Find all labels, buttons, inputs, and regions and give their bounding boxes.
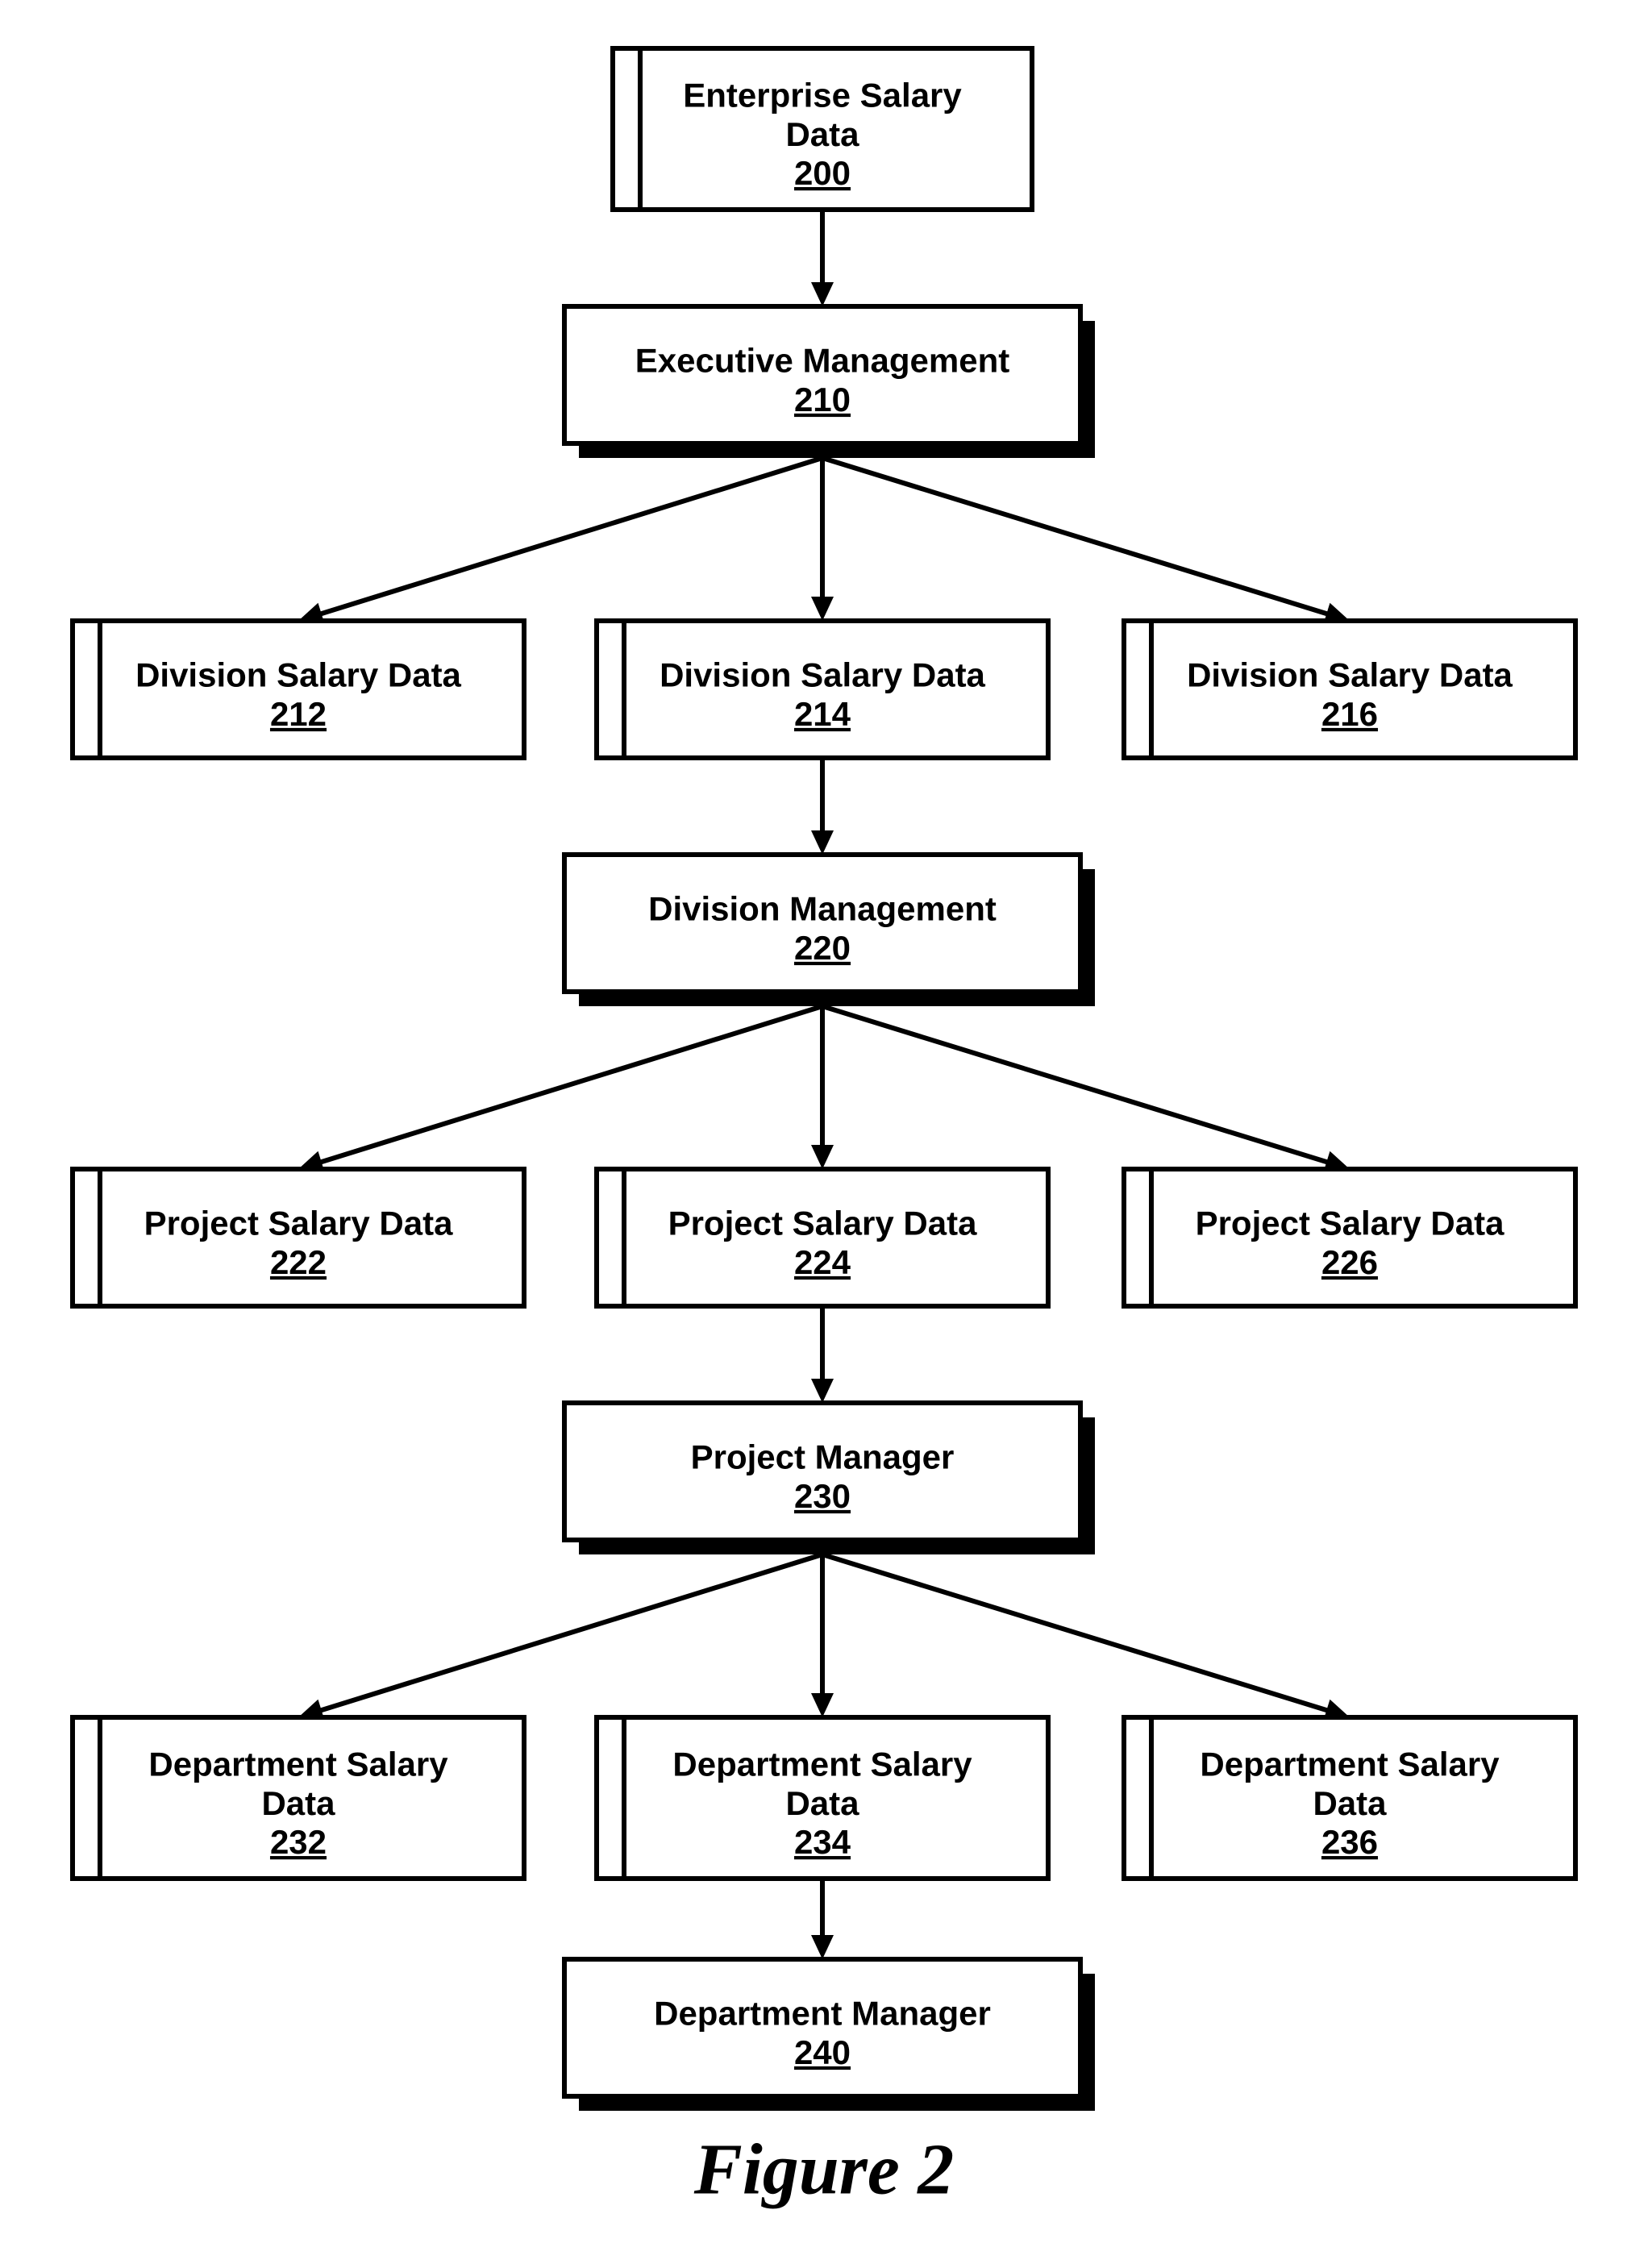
node-ref: 240: [794, 2033, 851, 2071]
node-label: Data: [1313, 1784, 1387, 1822]
node-236: Department SalaryData236: [1124, 1717, 1575, 1879]
edge-n224-n230: [811, 1306, 834, 1403]
edge-n214-n220: [811, 758, 834, 855]
edge-n210-n212: [298, 458, 822, 624]
edge-n210-n216: [822, 458, 1350, 625]
node-ref: 232: [270, 1823, 327, 1861]
node-ref: 236: [1321, 1823, 1378, 1861]
node-ref: 200: [794, 154, 851, 192]
node-label: Enterprise Salary: [683, 76, 962, 114]
edge-n200-n210: [811, 210, 834, 306]
node-label: Data: [261, 1784, 335, 1822]
edge-n230-n232: [298, 1554, 822, 1721]
node-216: Division Salary Data216: [1124, 621, 1575, 758]
edges-layer: [298, 210, 1350, 1959]
node-232: Department SalaryData232: [73, 1717, 524, 1879]
node-label: Division Salary Data: [1187, 656, 1513, 694]
node-label: Project Manager: [691, 1438, 955, 1476]
node-210: Executive Management210: [564, 306, 1095, 458]
node-ref: 224: [794, 1243, 851, 1281]
node-214: Division Salary Data214: [597, 621, 1048, 758]
node-label: Executive Management: [635, 342, 1010, 380]
node-label: Department Salary: [148, 1745, 448, 1783]
node-ref: 226: [1321, 1243, 1378, 1281]
node-226: Project Salary Data226: [1124, 1169, 1575, 1306]
node-ref: 230: [794, 1477, 851, 1515]
node-234: Department SalaryData234: [597, 1717, 1048, 1879]
node-ref: 214: [794, 695, 851, 733]
node-label: Department Salary: [1200, 1745, 1500, 1783]
edge-n230-n234: [811, 1554, 834, 1717]
node-ref: 210: [794, 381, 851, 418]
node-label: Data: [785, 115, 859, 153]
node-ref: 220: [794, 929, 851, 967]
node-label: Department Salary: [672, 1745, 972, 1783]
node-212: Division Salary Data212: [73, 621, 524, 758]
node-ref: 234: [794, 1823, 851, 1861]
node-220: Division Management220: [564, 855, 1095, 1006]
node-224: Project Salary Data224: [597, 1169, 1048, 1306]
node-label: Division Salary Data: [135, 656, 461, 694]
node-label: Project Salary Data: [1196, 1205, 1505, 1242]
node-230: Project Manager230: [564, 1403, 1095, 1554]
node-ref: 222: [270, 1243, 327, 1281]
node-label: Department Manager: [654, 1995, 991, 2033]
edge-n220-n226: [822, 1006, 1350, 1173]
edge-n210-n214: [811, 458, 834, 621]
node-label: Data: [785, 1784, 859, 1822]
node-200: Enterprise SalaryData200: [613, 48, 1032, 210]
node-222: Project Salary Data222: [73, 1169, 524, 1306]
edge-n234-n240: [811, 1879, 834, 1959]
node-ref: 212: [270, 695, 327, 733]
node-label: Division Salary Data: [660, 656, 985, 694]
node-label: Division Management: [648, 890, 997, 928]
edge-n220-n222: [298, 1006, 822, 1172]
node-240: Department Manager240: [564, 1959, 1095, 2111]
edge-n230-n236: [822, 1554, 1350, 1721]
edge-n220-n224: [811, 1006, 834, 1169]
node-ref: 216: [1321, 695, 1378, 733]
node-label: Project Salary Data: [668, 1205, 978, 1242]
hierarchy-flowchart: Enterprise SalaryData200Executive Manage…: [0, 0, 1648, 2268]
node-label: Project Salary Data: [144, 1205, 454, 1242]
figure-caption: Figure 2: [693, 2130, 955, 2210]
